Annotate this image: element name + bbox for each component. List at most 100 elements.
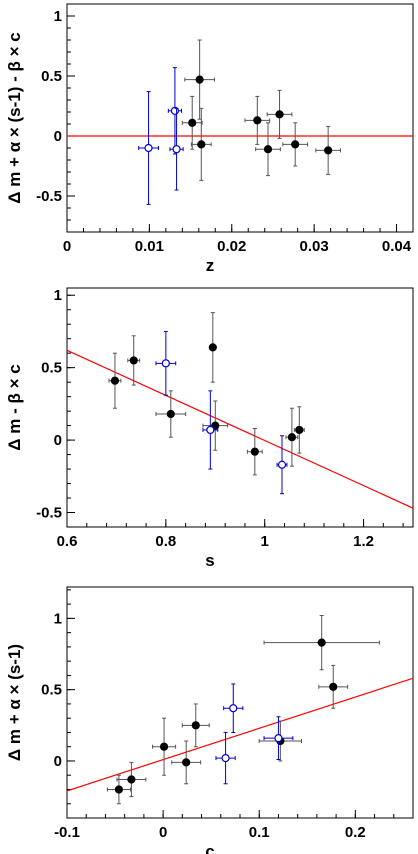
plot-frame [66,3,414,233]
panel-z: 0 0.01 0.02 0.03 0.04 -0.5 0 0.5 1 z Δ m + α × (s-… [5,3,414,275]
x-tick-label: 0.02 [217,238,246,255]
marker [229,704,238,713]
x-tick-label: 0 [63,238,71,255]
marker [197,140,206,149]
fit-line [67,677,413,792]
marker [287,433,296,442]
y-tick-label: 0 [54,128,62,145]
marker [250,447,259,456]
marker [127,775,136,784]
panel-s: 0.6 0.8 1 1.2 -0.5 0 0.5 1 s Δ m - β × c [5,287,414,570]
x-tick-label: 1.2 [353,533,374,550]
x-tick-label: 0 [159,824,167,841]
marker [317,638,326,647]
plot-frame [66,287,414,528]
data-point-filled [116,761,147,798]
x-tick-label: 0.03 [300,238,329,255]
data-point-filled [208,312,217,383]
marker [166,409,175,419]
y-tick-label: 0.5 [41,68,62,85]
marker [161,359,170,368]
data-point-filled [282,122,309,167]
x-axis-title: z [206,256,215,275]
marker [129,356,138,365]
data-point-filled [263,615,380,671]
data-point-filled [181,95,203,150]
data-point-filled [184,39,215,120]
data-point-open [167,67,183,155]
y-tick-label: -0.5 [36,188,62,205]
y-tick-label: -0.5 [36,505,62,522]
data-point-open [215,731,236,785]
data-point-filled [266,89,293,139]
marker [159,742,169,751]
data-point-filled [155,390,187,438]
marker [172,145,181,154]
data-point-open [223,683,244,733]
x-tick-label: 0.01 [135,238,164,255]
data-point-filled [127,335,141,386]
x-axis-title: s [205,551,214,570]
marker [144,143,153,153]
x-tick-label: 1 [261,533,269,550]
y-tick-label: 0.5 [41,682,62,699]
y-tick-label: 0.5 [41,360,62,377]
y-axis-title: Δ m + α × (s-1) [5,644,24,761]
y-tick-label: 1 [54,287,62,304]
marker [263,145,273,154]
data-point-filled [181,703,210,748]
marker [211,421,220,430]
marker [253,116,262,125]
data-point-open [138,91,159,205]
y-axis-title: Δ m - β × c [5,364,24,450]
marker [291,140,300,149]
x-tick-label: 0.1 [249,824,270,841]
marker [274,734,283,743]
data-point-filled [244,95,271,145]
data-point-filled [246,428,263,476]
data-point-filled [255,122,281,177]
x-tick-label: 0.04 [382,238,412,255]
x-tick-label: 0.2 [345,824,366,841]
data-point-filled [108,352,122,409]
y-tick-label: 0 [54,432,62,449]
y-tick-label: 0 [54,753,62,770]
x-tick-label: -0.1 [54,824,80,841]
x-tick-label: 0.8 [155,533,176,550]
data-point-filled [202,400,229,451]
marker [329,682,338,691]
data-point-filled [171,740,202,785]
data-point-filled [190,107,212,181]
data-point-open [263,716,294,761]
data-point-filled [318,664,349,709]
marker [208,343,217,352]
y-tick-label: 1 [54,610,62,627]
data-point-open [202,390,219,470]
data-point-filled [285,407,299,467]
y-axis-title: Δ m + α × (s-1) - β × c [5,32,24,203]
marker [295,425,304,435]
marker [221,754,230,763]
data-point-open [155,330,177,396]
y-tick-label: 1 [54,8,62,25]
marker [188,118,197,127]
panel-c: -0.1 0 0.1 0.2 0 0.5 1 c Δ m + α × (s-1) [5,586,414,854]
marker [277,460,287,469]
marker [206,425,215,435]
x-tick-label: 0.6 [57,533,78,550]
data-point-filled [293,406,305,454]
marker [114,785,124,794]
data-point-open [276,435,288,495]
marker [324,146,333,155]
marker [110,376,120,385]
marker [275,110,284,119]
data-point-open [169,107,184,191]
marker [182,758,191,767]
data-point-filled [152,717,177,776]
data-point-filled [315,125,342,175]
fit-line [67,349,413,509]
marker [195,75,204,84]
marker [191,721,200,730]
x-axis-title: c [205,842,214,854]
